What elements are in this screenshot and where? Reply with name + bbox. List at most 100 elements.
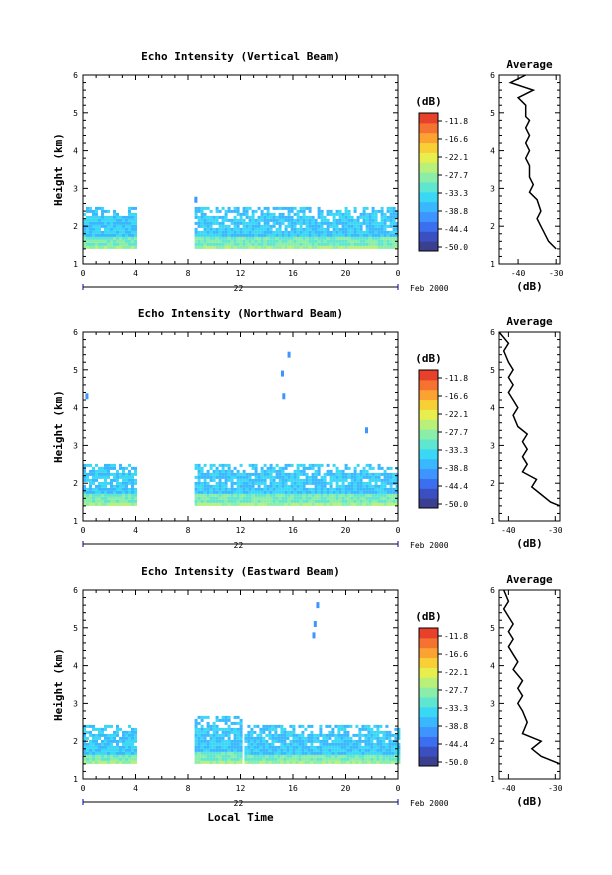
echo-cell	[125, 472, 128, 476]
echo-cell	[344, 478, 348, 482]
echo-cell	[224, 730, 228, 734]
echo-cell	[239, 212, 243, 216]
echo-cell	[268, 757, 272, 761]
echo-cell	[331, 730, 335, 734]
echo-cell	[107, 224, 110, 228]
echo-cell	[86, 478, 89, 482]
echo-cell	[248, 239, 252, 243]
echo-cell	[347, 218, 351, 222]
echo-cell	[391, 760, 395, 764]
echo-cell	[296, 469, 300, 473]
echo-cell	[212, 227, 216, 231]
echo-cell	[382, 745, 386, 749]
echo-cell	[110, 733, 113, 737]
echo-cell	[328, 757, 332, 761]
echo-cell	[287, 245, 291, 249]
echo-cell	[320, 209, 324, 213]
echo-cell	[230, 469, 234, 473]
echo-cell	[263, 490, 267, 494]
echo-cell	[353, 466, 357, 470]
echo-cell	[275, 463, 279, 467]
echo-cell	[125, 230, 128, 234]
echo-cell	[92, 727, 95, 731]
echo-cell	[230, 493, 234, 497]
echo-cell	[290, 490, 294, 494]
echo-cell	[227, 206, 231, 210]
echo-spot	[312, 632, 316, 639]
echo-cell	[308, 215, 312, 219]
echo-cell	[262, 739, 266, 743]
echo-cell	[257, 478, 261, 482]
colorbar-swatch	[419, 716, 438, 728]
echo-cell	[383, 212, 387, 216]
echo-cell	[331, 727, 335, 731]
echo-cell	[274, 745, 278, 749]
echo-cell	[253, 736, 257, 740]
colorbar-swatch	[419, 389, 438, 401]
echo-cell	[242, 245, 246, 249]
echo-cell	[98, 236, 101, 240]
echo-cell	[230, 472, 234, 476]
echo-cell	[352, 754, 356, 758]
echo-cell	[206, 745, 210, 749]
y-tick-label: 2	[73, 222, 78, 231]
echo-cell	[323, 502, 327, 506]
echo-cell	[353, 493, 357, 497]
echo-cell	[395, 499, 399, 503]
echo-cell	[311, 493, 315, 497]
echo-cell	[362, 212, 366, 216]
echo-cell	[104, 469, 107, 473]
echo-cell	[301, 745, 305, 749]
echo-cell	[104, 742, 107, 746]
echo-cell	[224, 493, 228, 497]
echo-cell	[92, 230, 95, 234]
echo-cell	[122, 245, 125, 249]
echo-cell	[247, 742, 251, 746]
echo-cell	[266, 487, 270, 491]
profile-x-tick-label: -40	[501, 526, 516, 535]
echo-cell	[203, 736, 207, 740]
echo-cell	[263, 236, 267, 240]
echo-cell	[244, 736, 248, 740]
echo-cell	[224, 496, 228, 500]
echo-cell	[272, 469, 276, 473]
echo-cell	[305, 472, 309, 476]
echo-cell	[370, 745, 374, 749]
echo-cell	[239, 742, 243, 746]
echo-cell	[104, 490, 107, 494]
echo-cell	[116, 472, 119, 476]
echo-cell	[344, 242, 348, 246]
echo-cell	[256, 748, 260, 752]
echo-cell	[343, 748, 347, 752]
echo-cell	[269, 484, 273, 488]
y-tick-label: 1	[73, 517, 78, 526]
echo-cell	[209, 760, 213, 764]
echo-cell	[104, 463, 107, 467]
echo-cell	[200, 233, 204, 237]
echo-cell	[257, 245, 261, 249]
echo-cell	[308, 230, 312, 234]
echo-cell	[86, 490, 89, 494]
echo-cell	[260, 502, 264, 506]
echo-cell	[257, 218, 261, 222]
echo-cell	[248, 478, 252, 482]
echo-cell	[395, 233, 399, 237]
echo-cell	[101, 475, 104, 479]
echo-cell	[250, 736, 254, 740]
echo-cell	[344, 239, 348, 243]
echo-cell	[308, 233, 312, 237]
echo-cell	[296, 227, 300, 231]
echo-cell	[388, 760, 392, 764]
x-tick-label: 8	[186, 784, 191, 793]
echo-cell	[365, 215, 369, 219]
echo-cell	[296, 230, 300, 234]
echo-cell	[334, 760, 338, 764]
echo-cell	[331, 742, 335, 746]
echo-cell	[259, 754, 263, 758]
echo-cell	[355, 748, 359, 752]
echo-cell	[380, 218, 384, 222]
echo-cell	[338, 242, 342, 246]
echo-cell	[104, 502, 107, 506]
echo-cell	[116, 745, 119, 749]
echo-cell	[128, 209, 131, 213]
